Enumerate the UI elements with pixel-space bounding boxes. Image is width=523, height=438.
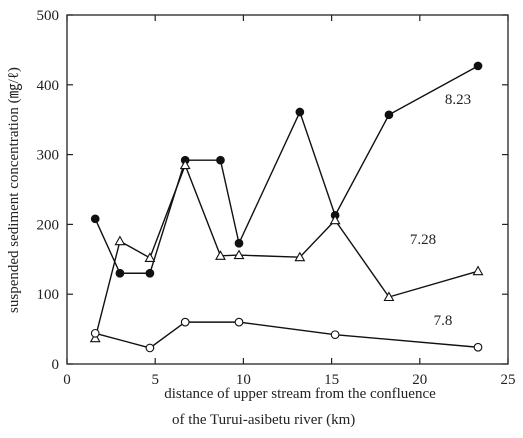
data-point [234,238,244,248]
data-point [384,110,394,120]
data-point [234,317,244,327]
data-point [472,265,484,276]
x-tick-label: 0 [63,372,71,388]
data-point [473,342,483,352]
series-line [94,163,479,339]
y-tick-label: 400 [37,78,60,94]
x-tick-label: 20 [412,372,427,388]
y-tick-label: 300 [37,148,60,164]
y-tick-label: 0 [52,357,60,373]
series-label: 8.23 [445,92,471,108]
data-point [90,214,100,224]
series-label: 7.8 [434,313,453,329]
x-tick-label: 25 [501,372,516,388]
y-tick-label: 200 [37,217,60,233]
series-line [94,65,479,274]
x-axis-label: distance of upper stream from the conflu… [164,386,436,402]
y-axis-label: suspended sediment concentration (㎎/ℓ) [6,67,22,313]
data-point [145,268,155,278]
data-point [329,214,341,225]
data-point [144,252,156,262]
x-tick-label: 5 [151,372,159,388]
data-point [145,343,155,353]
data-point [89,332,101,343]
data-point [115,268,125,278]
y-tick-label: 100 [37,287,60,303]
data-point [233,249,245,260]
plot-frame [66,14,509,365]
data-point [114,235,126,246]
data-point [295,107,305,117]
data-point [90,328,100,338]
data-point [216,155,225,165]
data-point [179,159,191,170]
data-point [383,291,395,302]
y-tick-label: 500 [37,8,60,24]
data-point [473,61,483,71]
data-point [180,317,190,327]
x-axis-label: of the Turui-asibetu river (km) [172,412,355,428]
series-line [95,321,479,349]
data-point [215,250,226,260]
data-point [330,330,340,340]
x-tick-label: 10 [236,372,251,388]
x-tick-label: 15 [324,372,339,388]
data-point [294,251,306,262]
series-label: 7.28 [410,232,436,248]
